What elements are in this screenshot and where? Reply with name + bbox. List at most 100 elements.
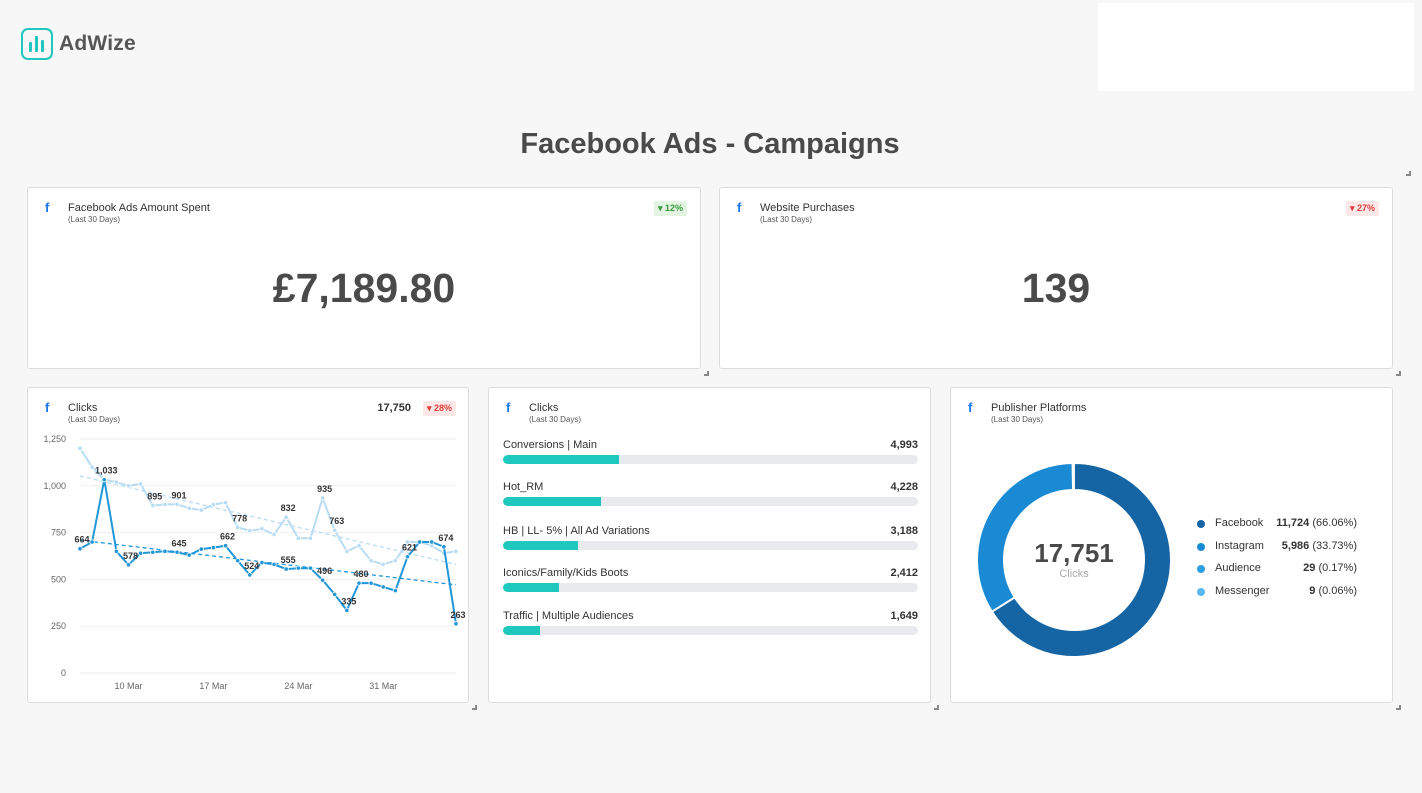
data-point — [210, 501, 217, 508]
purchases-card: f Website Purchases (Last 30 Days) ▾ 27%… — [719, 187, 1393, 369]
data-label: 674 — [438, 533, 453, 543]
legend-name: Instagram — [1215, 539, 1264, 552]
bar-fill — [503, 626, 541, 635]
adwize-logo[interactable]: AdWize — [21, 28, 136, 60]
legend-dot — [1197, 587, 1205, 596]
campaign-value: 2,412 — [890, 567, 918, 579]
donut-label: Clicks — [1059, 568, 1089, 580]
data-point — [198, 546, 204, 552]
legend-name: Messenger — [1215, 584, 1270, 597]
clicks-chart-card: f Clicks (Last 30 Days) 17,750 ▾ 28% 0 25… — [27, 387, 469, 703]
card-subtitle: (Last 30 Days) — [991, 415, 1044, 424]
data-label: 496 — [317, 566, 332, 576]
data-point — [247, 528, 253, 534]
donut-center: 17,751 Clicks — [1031, 538, 1117, 580]
data-label: 480 — [353, 569, 368, 579]
y-tick-label: 0 — [61, 668, 66, 678]
bar-track — [503, 455, 918, 464]
data-point — [453, 548, 459, 554]
change-badge: ▾ 27% — [1345, 201, 1379, 216]
campaign-row[interactable]: Conversions | Main 4,993 — [503, 439, 918, 464]
data-point — [138, 550, 144, 556]
data-point — [319, 495, 326, 501]
data-label: 555 — [281, 555, 296, 565]
data-point — [162, 548, 168, 554]
data-point — [259, 559, 265, 566]
data-label: 763 — [329, 516, 344, 526]
data-point — [344, 548, 350, 554]
facebook-icon: f — [45, 400, 50, 415]
data-point — [441, 544, 447, 550]
campaign-value: 3,188 — [890, 525, 918, 537]
campaign-row[interactable]: Traffic | Multiple Audiences 1,649 — [503, 610, 918, 635]
x-tick-label: 17 Mar — [199, 681, 227, 691]
bar-fill — [503, 541, 578, 550]
resize-handle[interactable] — [1406, 171, 1411, 176]
clicks-campaigns-card: f Clicks (Last 30 Days) Conversions | Ma… — [488, 387, 931, 703]
brand-name: AdWize — [59, 32, 136, 55]
data-point — [222, 500, 229, 506]
y-tick-label: 250 — [51, 621, 66, 631]
data-point — [380, 561, 386, 568]
y-tick-label: 1,000 — [43, 481, 66, 491]
data-point — [77, 546, 83, 552]
card-title: Website Purchases — [760, 202, 855, 214]
platforms-legend: Facebook 11,724 (66.06%) Instagram 5,986 (3… — [1197, 517, 1357, 607]
data-point — [113, 548, 119, 554]
data-point — [174, 549, 180, 555]
campaign-label: HB | LL- 5% | All Ad Variations — [503, 525, 650, 537]
data-point — [101, 477, 107, 483]
y-tick-label: 1,250 — [43, 434, 66, 444]
legend-value: 5,986 (33.73%) — [1281, 539, 1357, 552]
campaign-label: Hot_RM — [503, 481, 544, 493]
data-point — [295, 565, 301, 571]
campaign-row[interactable]: Iconics/Family/Kids Boots 2,412 — [503, 567, 918, 592]
bar-track — [503, 626, 918, 635]
data-label: 578 — [123, 551, 138, 561]
resize-handle[interactable] — [472, 705, 477, 710]
card-title: Facebook Ads Amount Spent — [68, 202, 210, 214]
clicks-line-chart[interactable]: 0 250 500 750 1,000 1,250 10 Mar 17 Mar 24 Mar 31… — [28, 388, 470, 704]
card-title: Publisher Platforms — [991, 402, 1087, 414]
data-point — [380, 584, 386, 590]
campaign-label: Conversions | Main — [503, 439, 597, 451]
data-label: 901 — [172, 490, 187, 500]
data-point — [125, 483, 132, 489]
data-point — [89, 539, 95, 545]
bar-fill — [503, 583, 560, 592]
legend-item[interactable]: Facebook 11,724 (66.06%) — [1197, 517, 1357, 540]
resize-handle[interactable] — [934, 705, 939, 710]
change-badge: ▾ 28% — [422, 401, 456, 416]
data-label: 832 — [281, 503, 296, 513]
data-point — [319, 577, 326, 583]
data-point — [150, 502, 156, 509]
data-point — [210, 544, 217, 551]
y-tick-label: 750 — [51, 528, 66, 538]
platforms-donut-chart[interactable] — [976, 462, 1172, 658]
data-point — [356, 543, 362, 549]
data-point — [89, 464, 95, 470]
campaign-row[interactable]: HB | LL- 5% | All Ad Variations 3,188 — [503, 525, 918, 550]
resize-handle[interactable] — [704, 371, 709, 376]
card-subtitle: (Last 30 Days) — [529, 415, 582, 424]
card-title: Clicks — [529, 402, 559, 414]
legend-item[interactable]: Messenger 9 (0.06%) — [1197, 585, 1357, 608]
legend-name: Audience — [1215, 562, 1261, 574]
legend-name: Facebook — [1215, 517, 1264, 529]
data-point — [404, 539, 411, 545]
header-blank-panel — [1098, 3, 1414, 91]
legend-item[interactable]: Audience 29 (0.17%) — [1197, 562, 1357, 585]
kpi-value: 139 — [1021, 265, 1091, 311]
donut-total: 17,751 — [1034, 538, 1114, 568]
data-label: 263 — [450, 610, 465, 620]
campaign-row[interactable]: Hot_RM 4,228 — [503, 481, 918, 506]
legend-item[interactable]: Instagram 5,986 (33.73%) — [1197, 540, 1357, 563]
resize-handle[interactable] — [1396, 371, 1401, 376]
data-label: 645 — [172, 538, 187, 548]
campaign-value: 4,228 — [890, 481, 918, 493]
data-point — [295, 535, 301, 541]
data-point — [235, 524, 241, 530]
publisher-platforms-card: f Publisher Platforms (Last 30 Days) 17,… — [950, 387, 1393, 703]
campaign-value: 4,993 — [890, 439, 918, 451]
resize-handle[interactable] — [1396, 705, 1401, 710]
